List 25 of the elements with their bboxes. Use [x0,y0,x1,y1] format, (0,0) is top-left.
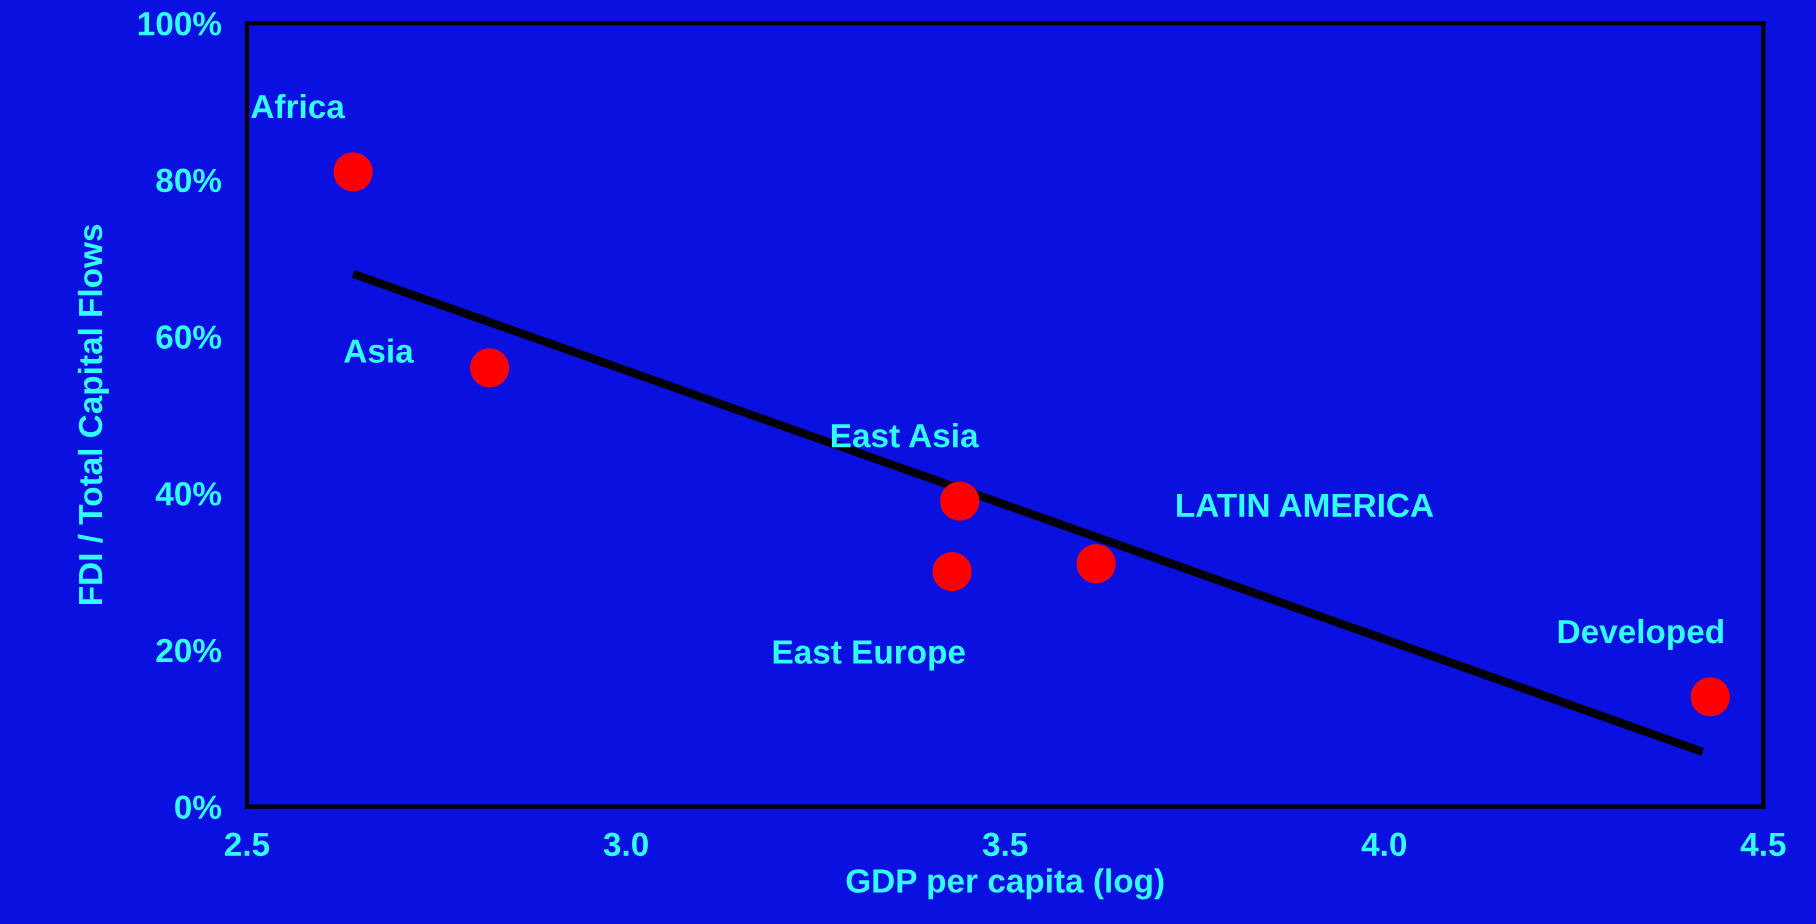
y-tick-label: 100% [138,11,222,36]
y-tick-label: 60% [156,325,222,349]
y-tick-label: 20% [156,638,222,663]
x-tick-label: 2.5 [224,832,270,857]
annotation: Africa [251,93,346,119]
annotation: Asia [344,338,414,363]
y-tick-label: 40% [155,482,222,506]
y-axis-title: FDI / Total Capital Flows [77,224,109,605]
point [333,152,373,192]
y-tick-label: 80% [156,168,222,193]
point [940,481,980,521]
x-axis-title: GDP per capita (log) [846,868,1164,900]
point [469,348,510,388]
x-tick-label: 4.0 [1361,832,1407,857]
x-tick-label: 4.5 [1740,832,1786,857]
annotation: LATIN AMERICA [1177,493,1434,518]
point [932,551,972,592]
point [1690,677,1730,717]
y-tick-label: 0% [175,795,222,820]
annotation: Developed [1558,618,1723,650]
x-tick-label: 3.5 [982,832,1028,857]
point [1076,544,1116,584]
x-tick-label: 3.0 [603,832,648,857]
annotation: East Asia [831,423,979,448]
annotation: East Europe [773,640,965,671]
